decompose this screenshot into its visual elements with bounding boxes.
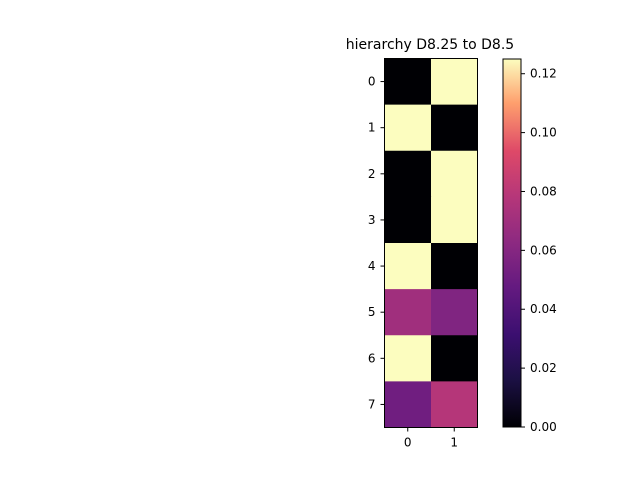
heatmap-cell [384, 289, 432, 336]
heatmap-cell [431, 150, 478, 198]
x-tick-label: 0 [404, 436, 412, 450]
heatmap-cell [431, 58, 478, 106]
heatmap-cell [431, 381, 478, 428]
colorbar-tick-label: 0.00 [530, 420, 557, 434]
colorbar-tick-label: 0.04 [530, 302, 557, 316]
heatmap-cell [384, 150, 432, 198]
y-tick-label: 2 [368, 167, 376, 181]
heatmap-cell [384, 104, 432, 152]
y-tick-label: 4 [368, 259, 376, 273]
heatmap-cell [384, 335, 432, 382]
heatmap-cell [384, 196, 432, 244]
y-axis: 0 1 2 3 4 5 6 7 [368, 75, 385, 411]
heatmap-cell [384, 243, 432, 290]
heatmap-cell [431, 243, 478, 290]
colorbar [502, 58, 522, 428]
heatmap-cell [431, 289, 478, 336]
x-tick-label: 1 [450, 436, 458, 450]
colorbar-tick-label: 0.12 [530, 67, 557, 81]
colorbar-tick-label: 0.06 [530, 243, 557, 257]
heatmap-cell [431, 104, 478, 152]
heatmap-cell [384, 381, 432, 428]
y-tick-label: 7 [368, 397, 376, 411]
heatmap-cell [431, 196, 478, 244]
heatmap-cell [431, 335, 478, 382]
colorbar-axis: 0.00 0.02 0.04 0.06 0.08 0.10 0.12 [521, 67, 557, 434]
colorbar-tick-label: 0.08 [530, 184, 557, 198]
chart-title: hierarchy D8.25 to D8.5 [346, 37, 514, 53]
heatmap-cells [384, 58, 478, 428]
y-tick-label: 3 [368, 213, 376, 227]
colorbar-tick-label: 0.10 [530, 126, 557, 140]
y-tick-label: 1 [368, 121, 376, 135]
plot-frame [384, 58, 478, 428]
colorbar-tick-label: 0.02 [530, 361, 557, 375]
y-tick-label: 6 [368, 351, 376, 365]
heatmap-cell [384, 58, 432, 106]
y-tick-label: 5 [368, 305, 376, 319]
y-tick-label: 0 [368, 75, 376, 89]
